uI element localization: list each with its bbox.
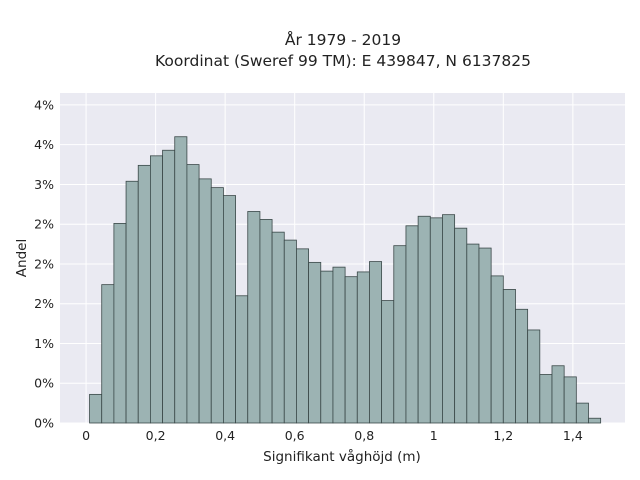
histogram-bar xyxy=(320,270,334,424)
x-tick-label: 0,6 xyxy=(285,428,305,443)
histogram-bar xyxy=(186,164,200,424)
histogram-bar xyxy=(223,195,236,424)
histogram-bar xyxy=(271,231,285,424)
x-tick-label: 1,4 xyxy=(563,428,583,443)
x-tick-label: 0,2 xyxy=(146,428,166,443)
y-tick-label: 3% xyxy=(34,177,54,192)
y-tick-label: 4% xyxy=(34,97,54,112)
histogram-bar xyxy=(210,187,224,424)
x-tick-label: 1 xyxy=(430,428,438,443)
histogram-bar xyxy=(308,261,322,424)
y-tick-label: 0% xyxy=(34,416,54,431)
histogram-bar xyxy=(162,149,176,424)
histogram-bar xyxy=(502,289,516,424)
histogram-bar xyxy=(198,178,212,424)
histogram-bar xyxy=(296,248,309,424)
y-tick-label: 1% xyxy=(34,336,54,351)
histogram-bar xyxy=(551,365,565,424)
x-tick-label: 0,8 xyxy=(354,428,374,443)
chart-title: År 1979 - 2019 xyxy=(285,30,401,49)
histogram-bar xyxy=(283,239,297,424)
histogram-bar xyxy=(125,180,139,424)
bars xyxy=(89,136,602,424)
histogram-bar xyxy=(113,223,127,424)
histogram-bar xyxy=(563,376,577,424)
histogram-bar xyxy=(89,393,103,424)
x-tick-label: 1,2 xyxy=(493,428,513,443)
histogram-bar xyxy=(259,219,273,424)
histogram-bar xyxy=(490,275,504,424)
histogram-bar xyxy=(575,402,589,424)
histogram-bar xyxy=(369,261,383,424)
histogram-bar xyxy=(381,300,395,424)
histogram-bar xyxy=(405,225,419,424)
histogram-bar xyxy=(442,214,456,424)
y-tick-label: 4% xyxy=(34,137,54,152)
y-tick-label: 2% xyxy=(34,256,54,271)
x-tick-label: 0,4 xyxy=(215,428,235,443)
x-axis-ticks: 0 0,2 0,4 0,6 0,8 1 1,2 1,4 xyxy=(82,428,583,443)
histogram-bar xyxy=(137,164,151,424)
histogram-bar xyxy=(235,295,249,424)
histogram-bar xyxy=(101,284,115,424)
x-axis-label: Signifikant våghöjd (m) xyxy=(263,448,421,465)
histogram-bar xyxy=(356,271,370,424)
histogram-bar xyxy=(466,243,480,424)
y-tick-label: 2% xyxy=(34,217,54,232)
chart-subtitle: Koordinat (Sweref 99 TM): E 439847, N 61… xyxy=(155,52,531,70)
histogram-bar xyxy=(588,417,602,424)
histogram-bar xyxy=(174,136,188,424)
histogram-bar xyxy=(527,329,541,424)
histogram-bar xyxy=(344,276,358,424)
histogram-bar xyxy=(149,155,163,424)
histogram-bar xyxy=(429,217,443,424)
histogram-bar xyxy=(417,215,431,424)
y-axis-ticks: 0% 0% 1% 2% 2% 2% 3% 4% 4% xyxy=(34,97,54,430)
x-tick-label: 0 xyxy=(82,428,90,443)
y-tick-label: 2% xyxy=(34,296,54,311)
histogram-bar xyxy=(332,266,346,424)
histogram-bar xyxy=(515,308,529,424)
histogram-bar xyxy=(393,245,407,424)
histogram-bar xyxy=(454,227,468,424)
histogram-bar xyxy=(478,247,492,424)
histogram-bar xyxy=(247,211,261,424)
histogram-bar xyxy=(539,374,553,424)
y-axis-label: Andel xyxy=(14,239,30,277)
y-tick-label: 0% xyxy=(34,376,54,391)
